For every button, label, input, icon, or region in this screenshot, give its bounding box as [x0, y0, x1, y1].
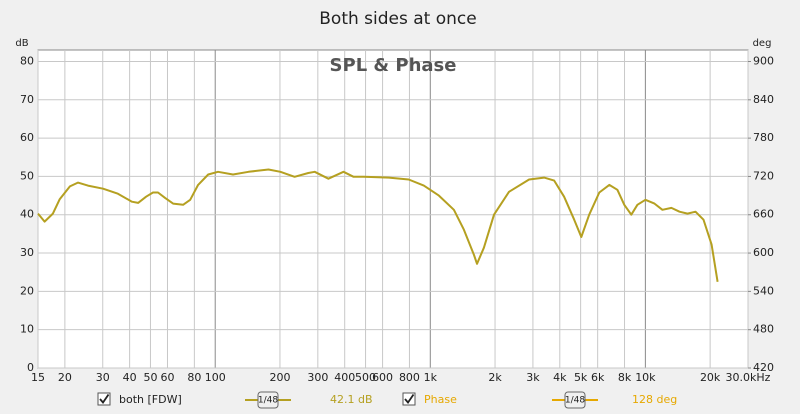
- x-tick-label: 1k: [424, 371, 438, 384]
- series-line-symbol: [245, 391, 291, 409]
- x-tick-label: 4k: [553, 371, 567, 384]
- y2-tick-label: 600: [753, 246, 774, 259]
- legend-label: Phase: [424, 393, 457, 406]
- y2-tick-label: 660: [753, 208, 774, 221]
- y-unit: dB: [15, 38, 28, 49]
- plot-title: SPL & Phase: [330, 55, 457, 76]
- x-tick-label: 30: [96, 371, 110, 384]
- y-tick-label: 0: [27, 361, 34, 374]
- x-tick-label: 20k: [700, 371, 721, 384]
- series-line-symbol: [552, 391, 598, 409]
- y2-tick-label: 480: [753, 323, 774, 336]
- y2-tick-label: 720: [753, 169, 774, 182]
- y2-unit: deg: [753, 38, 772, 49]
- series-line: [37, 168, 719, 282]
- y-tick-label: 20: [20, 284, 34, 297]
- y2-tick-label: 780: [753, 131, 774, 144]
- x-tick-label: 2k: [488, 371, 502, 384]
- y-tick-label: 50: [20, 169, 34, 182]
- smoothing-label: 1/48: [565, 396, 585, 406]
- legend[interactable]: both [FDW] 1/48 42.1 dB Phase 1/48 128 d…: [97, 391, 677, 409]
- x-tick-label: 100: [205, 371, 226, 384]
- legend-label: both [FDW]: [119, 393, 182, 406]
- x-tick-label: 500: [355, 371, 376, 384]
- x-tick-label: 300: [307, 371, 328, 384]
- x-tick-label: 5k: [574, 371, 588, 384]
- y-tick-label: 60: [20, 131, 34, 144]
- x-tick-label: 10k: [635, 371, 656, 384]
- x-tick-label: 8k: [618, 371, 632, 384]
- plot: [37, 168, 719, 282]
- x-tick-label: 6k: [591, 371, 605, 384]
- smoothing-label: 1/48: [258, 396, 278, 406]
- checkbox[interactable]: [97, 392, 111, 406]
- x-tick-label: 400: [334, 371, 355, 384]
- x-tick-label: 50: [143, 371, 157, 384]
- y-tick-label: 10: [20, 323, 34, 336]
- checkbox[interactable]: [402, 392, 416, 406]
- x-tick-label: 30.0kHz: [726, 371, 771, 384]
- y-tick-label: 80: [20, 54, 34, 67]
- y2-tick-label: 540: [753, 284, 774, 297]
- x-tick-label: 20: [58, 371, 72, 384]
- grid: [37, 50, 749, 369]
- y-tick-label: 40: [20, 208, 34, 221]
- chart-title: Both sides at once: [319, 9, 476, 29]
- x-tick-label: 60: [160, 371, 174, 384]
- x-tick-label: 3k: [526, 371, 540, 384]
- cursor-reading: 128 deg: [632, 393, 677, 406]
- x-tick-label: 80: [187, 371, 201, 384]
- y-tick-label: 30: [20, 246, 34, 259]
- plot-area: [37, 49, 749, 369]
- x-tick-label: 600: [372, 371, 393, 384]
- x-tick-label: 200: [269, 371, 290, 384]
- x-tick-label: 40: [123, 371, 137, 384]
- y2-tick-label: 900: [753, 54, 774, 67]
- y-tick-label: 70: [20, 93, 34, 106]
- x-tick-label: 800: [399, 371, 420, 384]
- y2-tick-label: 840: [753, 93, 774, 106]
- y2-tick-label: 420: [753, 361, 774, 374]
- x-tick-label: 15: [31, 371, 45, 384]
- cursor-reading: 42.1 dB: [330, 393, 373, 406]
